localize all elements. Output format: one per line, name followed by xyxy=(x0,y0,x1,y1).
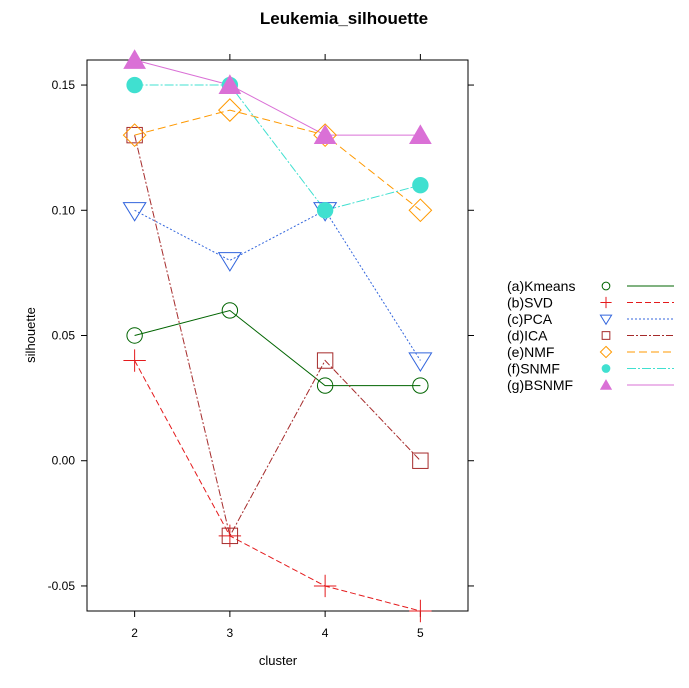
legend-label: (e)NMF xyxy=(507,344,554,360)
data-point xyxy=(412,377,429,394)
data-point xyxy=(217,98,242,122)
data-point xyxy=(316,352,334,369)
data-point xyxy=(313,124,337,145)
y-tick-label: -0.05 xyxy=(48,579,76,593)
x-tick-label: 2 xyxy=(131,626,138,640)
legend-label: (c)PCA xyxy=(507,311,553,327)
y-axis: -0.05 0.00 0.05 0.10 0.15 xyxy=(48,78,474,593)
data-point xyxy=(126,327,143,344)
data-point xyxy=(217,252,242,272)
legend-marker xyxy=(599,345,613,359)
x-tick-label: 4 xyxy=(322,626,329,640)
series-line xyxy=(134,109,421,211)
legend-marker xyxy=(601,281,611,291)
data-point xyxy=(412,452,429,469)
x-tick-label: 5 xyxy=(417,626,424,640)
legend-marker xyxy=(600,296,612,309)
data-point xyxy=(126,76,143,94)
series-line xyxy=(134,84,421,211)
series-line xyxy=(134,59,421,136)
series-markers xyxy=(122,49,433,623)
legend-label: (d)ICA xyxy=(507,328,548,344)
legend-label: (a)Kmeans xyxy=(507,278,575,294)
data-point xyxy=(408,352,433,372)
legend-marker xyxy=(599,314,613,326)
legend-label: (f)SNMF xyxy=(507,361,560,377)
y-tick-label: 0.05 xyxy=(52,329,76,343)
series-line xyxy=(134,209,421,361)
legend-marker xyxy=(601,331,611,340)
x-axis-label: cluster xyxy=(259,653,298,668)
y-tick-label: 0.15 xyxy=(52,78,76,92)
y-tick-label: 0.00 xyxy=(52,454,76,468)
data-point xyxy=(412,177,429,194)
series-line xyxy=(134,360,421,612)
data-point xyxy=(123,349,146,372)
x-axis: 2 3 4 5 xyxy=(131,54,424,640)
data-point xyxy=(316,377,334,394)
data-point xyxy=(408,198,433,223)
y-tick-label: 0.10 xyxy=(52,203,76,217)
legend-label: (g)BSNMF xyxy=(507,377,573,393)
legend: (a)Kmeans(b)SVD(c)PCA(d)ICA(e)NMF(f)SNMF… xyxy=(507,278,674,393)
x-tick-label: 3 xyxy=(227,626,234,640)
data-point xyxy=(218,74,242,94)
legend-marker xyxy=(601,364,611,373)
data-point xyxy=(409,124,432,145)
series-line xyxy=(134,309,421,387)
legend-label: (b)SVD xyxy=(507,295,553,311)
chart-title: Leukemia_silhouette xyxy=(260,9,428,28)
y-axis-label: silhouette xyxy=(23,307,38,363)
data-point xyxy=(122,123,147,148)
data-point xyxy=(122,202,147,222)
series-lines xyxy=(134,59,421,612)
series-line xyxy=(134,134,421,538)
data-point xyxy=(221,302,239,319)
data-point xyxy=(316,202,334,219)
data-point xyxy=(409,599,432,623)
data-point xyxy=(126,126,143,144)
data-point xyxy=(123,49,146,69)
data-point xyxy=(313,574,337,598)
legend-marker xyxy=(599,379,613,390)
data-point xyxy=(221,527,239,545)
data-point xyxy=(313,123,338,148)
